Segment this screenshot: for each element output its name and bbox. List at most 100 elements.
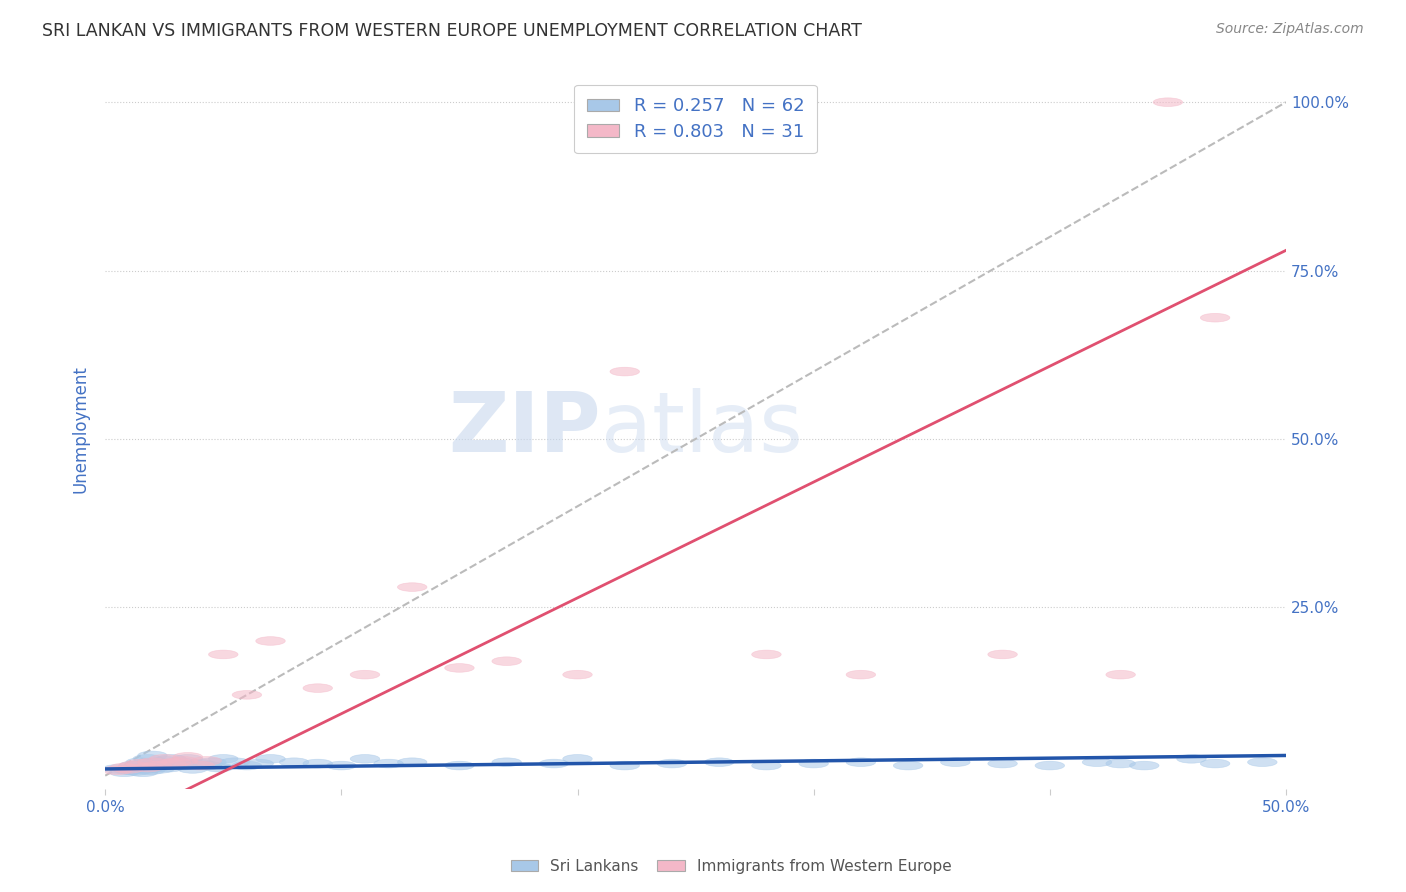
Ellipse shape <box>280 758 309 766</box>
Ellipse shape <box>1107 759 1136 768</box>
Legend: R = 0.257   N = 62, R = 0.803   N = 31: R = 0.257 N = 62, R = 0.803 N = 31 <box>574 85 817 153</box>
Ellipse shape <box>152 756 181 765</box>
Ellipse shape <box>1107 670 1136 679</box>
Ellipse shape <box>156 759 186 768</box>
Ellipse shape <box>103 764 132 773</box>
Ellipse shape <box>1083 758 1112 766</box>
Ellipse shape <box>118 761 148 770</box>
Ellipse shape <box>1247 758 1277 766</box>
Ellipse shape <box>166 758 195 766</box>
Ellipse shape <box>846 670 876 679</box>
Ellipse shape <box>127 759 156 768</box>
Ellipse shape <box>752 650 782 659</box>
Ellipse shape <box>173 755 202 764</box>
Ellipse shape <box>610 368 640 376</box>
Ellipse shape <box>492 758 522 766</box>
Ellipse shape <box>492 657 522 665</box>
Ellipse shape <box>135 766 165 774</box>
Text: Source: ZipAtlas.com: Source: ZipAtlas.com <box>1216 22 1364 37</box>
Ellipse shape <box>374 759 404 768</box>
Legend: Sri Lankans, Immigrants from Western Europe: Sri Lankans, Immigrants from Western Eur… <box>505 853 957 880</box>
Ellipse shape <box>134 764 163 772</box>
Ellipse shape <box>350 755 380 764</box>
Ellipse shape <box>245 759 274 768</box>
Ellipse shape <box>110 764 139 772</box>
Y-axis label: Unemployment: Unemployment <box>72 365 89 492</box>
Ellipse shape <box>846 758 876 766</box>
Ellipse shape <box>398 582 427 591</box>
Ellipse shape <box>208 650 238 659</box>
Ellipse shape <box>186 759 215 768</box>
Ellipse shape <box>131 759 160 768</box>
Ellipse shape <box>121 766 150 775</box>
Ellipse shape <box>988 650 1018 659</box>
Ellipse shape <box>1201 759 1230 768</box>
Ellipse shape <box>145 764 174 773</box>
Ellipse shape <box>256 755 285 764</box>
Ellipse shape <box>1177 755 1206 764</box>
Ellipse shape <box>127 764 156 772</box>
Ellipse shape <box>538 759 568 768</box>
Ellipse shape <box>177 764 207 773</box>
Ellipse shape <box>169 761 198 770</box>
Ellipse shape <box>142 761 172 770</box>
Ellipse shape <box>114 764 143 773</box>
Ellipse shape <box>232 761 262 770</box>
Ellipse shape <box>193 756 222 765</box>
Ellipse shape <box>197 758 226 766</box>
Ellipse shape <box>752 761 782 770</box>
Ellipse shape <box>148 759 177 768</box>
Ellipse shape <box>302 759 332 768</box>
Ellipse shape <box>1153 98 1182 106</box>
Ellipse shape <box>1035 761 1064 770</box>
Ellipse shape <box>149 761 179 770</box>
Ellipse shape <box>232 690 262 699</box>
Ellipse shape <box>1129 761 1159 770</box>
Ellipse shape <box>704 758 734 766</box>
Ellipse shape <box>138 761 167 770</box>
Ellipse shape <box>326 761 356 770</box>
Ellipse shape <box>893 761 922 770</box>
Ellipse shape <box>186 761 215 770</box>
Ellipse shape <box>941 758 970 766</box>
Ellipse shape <box>162 759 191 768</box>
Ellipse shape <box>562 755 592 764</box>
Ellipse shape <box>162 758 191 766</box>
Ellipse shape <box>149 755 179 764</box>
Ellipse shape <box>221 758 250 766</box>
Ellipse shape <box>155 764 184 772</box>
Ellipse shape <box>103 766 132 774</box>
Ellipse shape <box>657 759 686 768</box>
Text: ZIP: ZIP <box>449 388 602 469</box>
Ellipse shape <box>142 758 172 766</box>
Ellipse shape <box>134 755 163 764</box>
Ellipse shape <box>208 755 238 764</box>
Ellipse shape <box>988 759 1018 768</box>
Ellipse shape <box>127 758 156 766</box>
Ellipse shape <box>138 751 167 760</box>
Ellipse shape <box>173 753 202 761</box>
Ellipse shape <box>444 761 474 770</box>
Ellipse shape <box>204 764 233 772</box>
Ellipse shape <box>118 761 148 770</box>
Ellipse shape <box>156 755 186 764</box>
Ellipse shape <box>141 764 170 772</box>
Ellipse shape <box>1201 313 1230 322</box>
Text: atlas: atlas <box>602 388 803 469</box>
Ellipse shape <box>444 664 474 673</box>
Ellipse shape <box>134 764 163 773</box>
Ellipse shape <box>398 758 427 766</box>
Ellipse shape <box>114 766 143 774</box>
Ellipse shape <box>169 756 198 765</box>
Ellipse shape <box>350 670 380 679</box>
Ellipse shape <box>562 670 592 679</box>
Ellipse shape <box>138 758 167 766</box>
Ellipse shape <box>256 637 285 645</box>
Ellipse shape <box>128 768 157 777</box>
Ellipse shape <box>193 761 222 770</box>
Ellipse shape <box>799 759 828 768</box>
Ellipse shape <box>302 684 332 692</box>
Ellipse shape <box>110 768 139 777</box>
Text: SRI LANKAN VS IMMIGRANTS FROM WESTERN EUROPE UNEMPLOYMENT CORRELATION CHART: SRI LANKAN VS IMMIGRANTS FROM WESTERN EU… <box>42 22 862 40</box>
Ellipse shape <box>610 761 640 770</box>
